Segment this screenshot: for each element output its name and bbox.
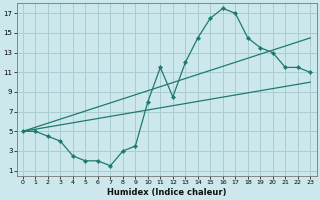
X-axis label: Humidex (Indice chaleur): Humidex (Indice chaleur) [107, 188, 226, 197]
